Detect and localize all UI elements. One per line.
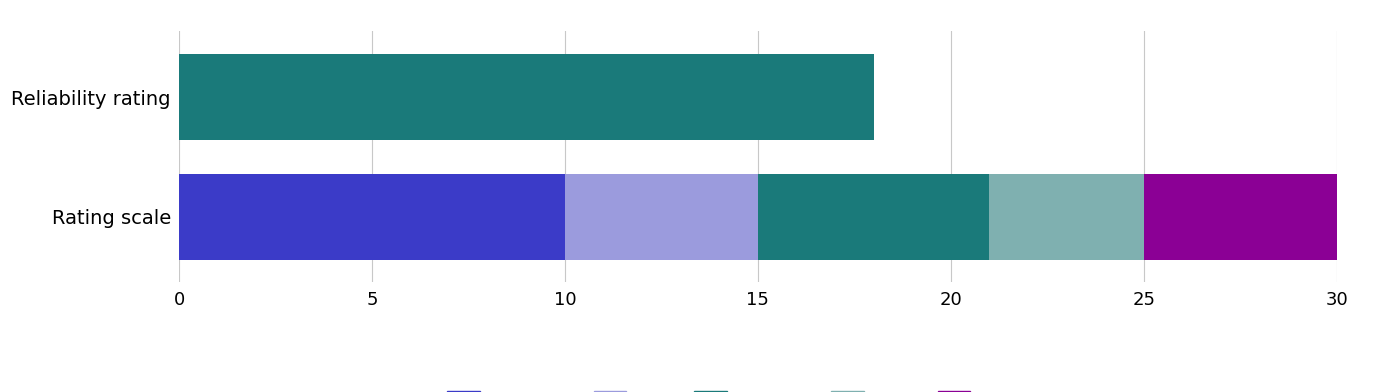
Legend: Very Low, Low, Medium, High, Very High: Very Low, Low, Medium, High, Very High <box>440 383 1076 392</box>
Bar <box>1144 174 1337 260</box>
Bar <box>758 174 989 260</box>
Bar <box>989 174 1144 260</box>
Bar <box>179 54 874 140</box>
Bar <box>179 174 565 260</box>
Bar <box>565 174 758 260</box>
